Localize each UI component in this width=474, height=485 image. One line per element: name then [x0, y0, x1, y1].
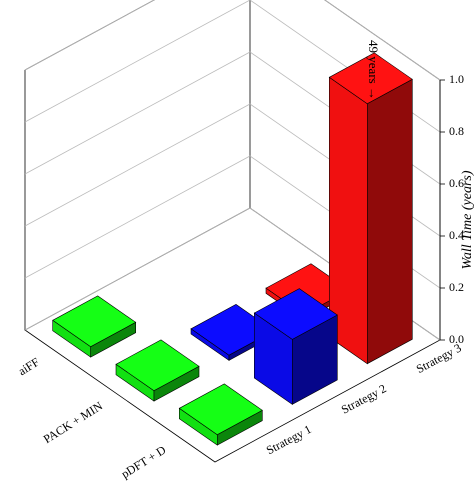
grid-line: [24, 207, 251, 331]
bar-top: [178, 383, 263, 436]
category-label: aiFF: [16, 355, 42, 379]
bar-top: [52, 295, 137, 348]
y-tick-label: 0.0: [449, 332, 464, 346]
y-tick-label: 0.2: [449, 280, 464, 294]
wall-edge: [24, 0, 155, 71]
y-tick-label: 0.4: [449, 228, 464, 242]
bar-side: [366, 78, 413, 365]
category-label: pDFT + D: [119, 443, 169, 481]
bar-top: [115, 339, 200, 392]
y-tick-label: 0.6: [449, 176, 464, 190]
y-tick-label: 0.8: [449, 124, 464, 138]
category-label: PACK + MIN: [41, 399, 106, 447]
grid-line: [24, 0, 251, 123]
grid-line: [24, 0, 155, 71]
bar-top: [328, 52, 413, 105]
y-tick-label: 1.0: [449, 72, 464, 86]
grid-line: [24, 103, 251, 227]
grid-line: [24, 155, 251, 279]
annotation: 49 years →: [366, 40, 381, 100]
wall-edge: [324, 0, 441, 81]
grid-line: [24, 51, 251, 175]
axis-label: Wall Time (years): [460, 170, 474, 269]
grid-line: [324, 0, 441, 81]
bar-top: [253, 288, 338, 340]
